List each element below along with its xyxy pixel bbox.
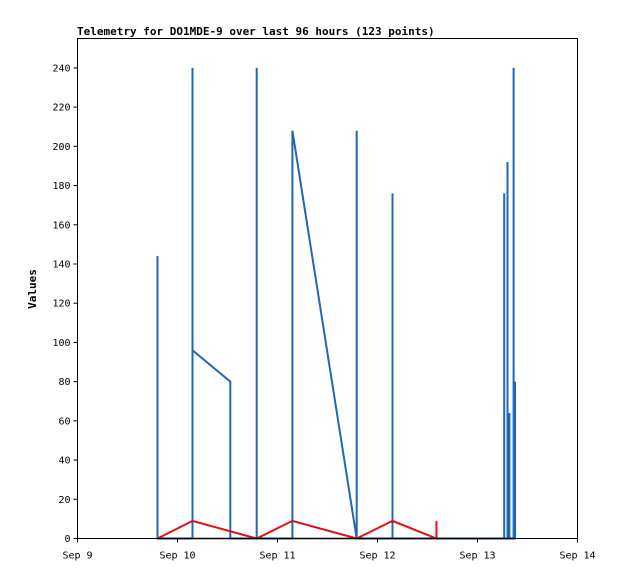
y-tick-label: 80: [58, 377, 70, 388]
series-2-line: [157, 519, 438, 540]
y-tick-label: 180: [52, 181, 70, 192]
series-layer: [156, 67, 516, 540]
chart-title: Telemetry for DO1MDE-9 over last 96 hour…: [77, 25, 435, 38]
x-tick-label: Sep 9: [62, 551, 92, 562]
y-tick-label: 240: [52, 63, 70, 74]
x-tick-label: Sep 12: [359, 551, 395, 562]
x-tick-label: Sep 10: [159, 551, 195, 562]
x-axis: Sep 9 Sep 10 Sep 11 Sep 12 Sep 13 Sep 14: [62, 538, 596, 562]
x-tick-label: Sep 11: [259, 551, 295, 562]
y-tick-label: 40: [58, 456, 70, 467]
y-tick-label: 160: [52, 220, 70, 231]
y-tick-label: 120: [52, 299, 70, 310]
x-tick-label: Sep 13: [459, 551, 495, 562]
y-tick-label: 200: [52, 142, 70, 153]
y-tick-label: 140: [52, 259, 70, 270]
y-axis: 0 20 40 60 80 100 120 140 160 180 200 220 240: [52, 63, 78, 545]
y-tick-label: 220: [52, 103, 70, 114]
y-axis-label: Values: [26, 269, 39, 309]
y-tick-label: 20: [58, 495, 70, 506]
series-1-line: [156, 67, 516, 540]
y-tick-label: 100: [52, 338, 70, 349]
x-tick-label: Sep 14: [559, 551, 595, 562]
plot-area-frame: [77, 38, 578, 539]
y-tick-label: 0: [64, 534, 70, 545]
y-tick-label: 60: [58, 416, 70, 427]
